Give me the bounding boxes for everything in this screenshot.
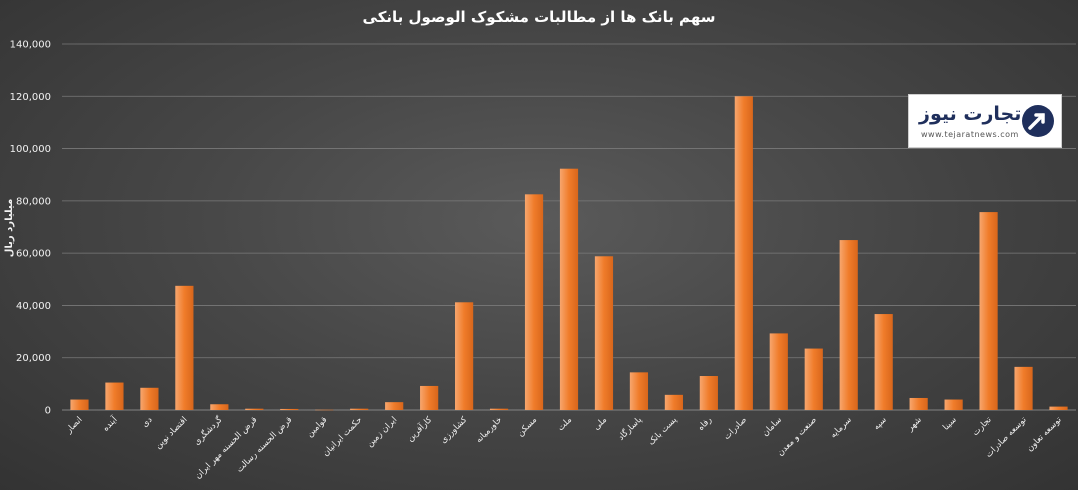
y-tick-labels: 0 20,000 40,000 60,000 80,000 100,000 120,000 1… [10,40,51,417]
x-tick-label: ملت [556,415,574,433]
bar [350,408,369,410]
y-tick-label: 0 [45,406,51,417]
logo-arrow-icon [1022,105,1054,137]
bar [769,333,788,410]
bars [70,96,1068,411]
y-axis-label: میلیارد ریال [4,199,15,258]
y-tick-label: 20,000 [16,353,51,364]
x-tick-label: ایران زمین [365,415,399,449]
x-tick-label: توسعه تعاون [1025,415,1064,454]
bar [909,397,928,410]
x-tick-label: کشاورزی [439,414,470,445]
x-tick-label: مسکن [516,415,540,439]
x-tick-label: صادرات [722,415,749,442]
x-tick-label: تجارت [971,415,994,438]
x-tick-label: رفاه [696,415,714,433]
x-tick-label: قرض الحسنه مهر ایران [193,415,259,481]
bar [140,387,159,410]
y-tick-label: 120,000 [10,92,51,103]
x-tick-label: آینده [100,413,120,433]
logo-name: تجارت نیوز [919,103,1022,125]
bar [524,194,544,410]
y-tick-label: 80,000 [16,196,51,207]
bar [70,399,89,410]
bar [245,408,264,410]
bar [699,376,718,410]
x-tick-label: کارآفرین [404,413,435,444]
bar [105,382,124,410]
x-tick-label: دی [140,415,155,430]
bar [839,240,858,410]
x-tick-label: قوامین [305,415,329,439]
bar [804,348,823,410]
y-tick-label: 40,000 [16,301,51,312]
bar [944,399,963,410]
bar [1049,406,1068,410]
x-tick-label: سرمایه [828,415,853,440]
y-tick-label: 100,000 [10,144,51,155]
x-tick-label: سپه [872,415,889,432]
bar [979,212,998,410]
bar [559,168,579,410]
y-tick-label: 60,000 [16,249,51,260]
x-tick-label: گردشگری [191,414,225,448]
y-tick-label: 140,000 [10,40,51,51]
bar [210,404,229,410]
bar [280,408,299,410]
logo-url: www.tejaratnews.com [921,130,1019,139]
x-tick-label: سامان [761,415,784,438]
bar [874,314,893,410]
bar [629,372,649,410]
bar [385,402,404,410]
bar [455,302,474,410]
bar [594,256,614,410]
bar [175,285,194,410]
bar [420,385,439,410]
x-tick-label: ملی [592,415,609,432]
bar [664,394,683,410]
x-tick-label: خاورمیانه [474,415,504,445]
tejarat-news-logo: تجارت نیوز www.tejaratnews.com [908,94,1062,148]
bar [315,409,334,411]
chart-title: سهم بانک ها از مطالبات مشکوک الوصول بانک… [363,8,716,26]
x-tick-label: سینا [941,415,959,433]
x-tick-label: پاسارگاد [616,414,645,443]
x-tick-label: پست بانک [647,415,680,448]
bar [489,408,509,410]
x-tick-label: شهر [905,415,924,434]
bar [1014,366,1033,410]
bar [734,96,753,411]
x-tick-label: اقتصاد نوین [153,415,189,451]
x-tick-label: انصار [64,415,85,436]
